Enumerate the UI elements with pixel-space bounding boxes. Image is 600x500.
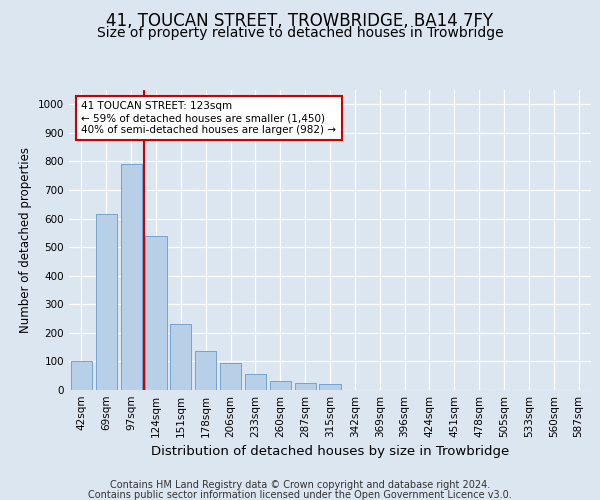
Bar [195, 352, 216, 390]
Text: Contains public sector information licensed under the Open Government Licence v3: Contains public sector information licen… [88, 490, 512, 500]
Bar [295, 383, 316, 390]
Y-axis label: Number of detached properties: Number of detached properties [19, 147, 32, 333]
Bar [121, 164, 142, 390]
Bar [270, 382, 291, 390]
Bar [96, 214, 117, 390]
Bar [220, 363, 241, 390]
Bar [170, 324, 191, 390]
Bar [71, 362, 92, 390]
Text: 41 TOUCAN STREET: 123sqm
← 59% of detached houses are smaller (1,450)
40% of sem: 41 TOUCAN STREET: 123sqm ← 59% of detach… [82, 102, 337, 134]
Text: 41, TOUCAN STREET, TROWBRIDGE, BA14 7FY: 41, TOUCAN STREET, TROWBRIDGE, BA14 7FY [106, 12, 494, 30]
X-axis label: Distribution of detached houses by size in Trowbridge: Distribution of detached houses by size … [151, 446, 509, 458]
Bar [319, 384, 341, 390]
Bar [245, 374, 266, 390]
Bar [145, 236, 167, 390]
Text: Size of property relative to detached houses in Trowbridge: Size of property relative to detached ho… [97, 26, 503, 40]
Text: Contains HM Land Registry data © Crown copyright and database right 2024.: Contains HM Land Registry data © Crown c… [110, 480, 490, 490]
